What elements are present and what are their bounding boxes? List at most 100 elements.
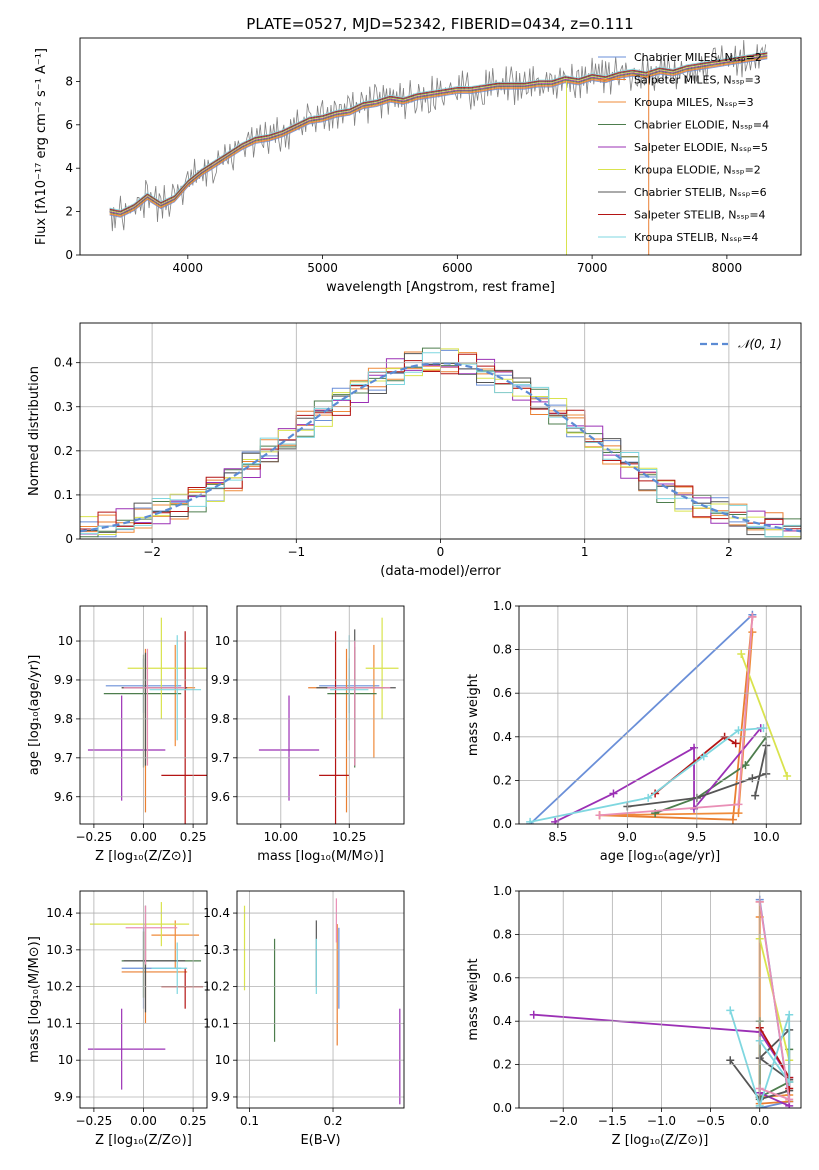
legend-label: Salpeter STELIB, Nₛₛₚ=4 bbox=[634, 209, 766, 222]
tick-label-y: 0.4 bbox=[493, 1014, 512, 1028]
tick-label-y: 10.4 bbox=[203, 906, 230, 920]
tick-label-y: 10.3 bbox=[46, 943, 73, 957]
axis-label-y: Normed distribution bbox=[27, 366, 42, 496]
spectrum-model-line bbox=[109, 53, 768, 213]
axes-frame bbox=[236, 605, 405, 825]
tick-label-y: 10.4 bbox=[46, 906, 73, 920]
tick-label-y: 9.9 bbox=[211, 1090, 230, 1104]
spectrum-model-line bbox=[109, 55, 768, 216]
axes-mass_vs_ebv: 0.1 0.2 9.9 10 10.1 10.2 10.3 10.4 E(B-V) bbox=[203, 890, 405, 1148]
axis-label-x: mass [log₁₀(M/M⊙)] bbox=[257, 849, 384, 864]
tick-label-y: 0.2 bbox=[493, 773, 512, 787]
legend-label: Salpeter ELODIE, Nₛₛₚ=5 bbox=[634, 141, 768, 154]
tick-label-y: 9.9 bbox=[54, 1090, 73, 1104]
tick-label-y: 0.8 bbox=[493, 643, 512, 657]
tick-label-x: −0.25 bbox=[76, 830, 113, 844]
plot-area-mass_weight_vs_age bbox=[526, 610, 792, 824]
tick-label-y: 10 bbox=[58, 634, 73, 648]
axis-label-y: mass weight bbox=[466, 958, 481, 1040]
tick-label-y: 0.2 bbox=[54, 444, 73, 458]
weight-marker bbox=[726, 1006, 735, 1015]
tick-label-x: 0.0 bbox=[750, 1114, 769, 1128]
tick-label-y: 10 bbox=[58, 1053, 73, 1067]
tick-label-y: 0.0 bbox=[493, 817, 512, 831]
tick-label-x: −1.5 bbox=[598, 1114, 627, 1128]
tick-label-x: 10.25 bbox=[332, 830, 366, 844]
plot-area-mass_vs_Z bbox=[87, 902, 204, 1090]
axes-mass_weight_vs_Z: −2.0 −1.5 −1.0 −0.5 0.0 0.0 0.2 0.4 0.6 0.8 1.0 Z [… bbox=[466, 884, 802, 1148]
tick-label-x: 7000 bbox=[577, 261, 608, 275]
axes-residuals: −2 −1 0 1 2 0 0.1 0.2 0.3 0.4 (data-model)/error No… bbox=[27, 322, 802, 579]
axis-label-x: Z [log₁₀(Z/Z⊙)] bbox=[612, 1133, 709, 1148]
tick-label-y: 2 bbox=[65, 205, 73, 219]
weight-marker bbox=[728, 815, 737, 824]
axis-label-y: Flux [fλ10⁻¹⁷ erg cm⁻² s⁻¹ A⁻¹] bbox=[34, 48, 49, 245]
spectrum-model-line bbox=[109, 52, 768, 212]
tick-label-x: 0.25 bbox=[180, 830, 207, 844]
tick-label-y: 9.6 bbox=[54, 790, 73, 804]
axes-mass_weight_vs_age: 8.5 9.0 9.5 10.0 0.0 0.2 0.4 0.6 0.8 1.0 age [log₁… bbox=[466, 599, 802, 864]
axis-label-y: mass weight bbox=[466, 674, 481, 756]
axis-label-x: Z [log₁₀(Z/Z⊙)] bbox=[95, 849, 192, 864]
spectrum-legend: Chabrier MILES, Nₛₛₚ=2 Salpeter MILES, Nₛ… bbox=[598, 51, 769, 244]
axes-frame bbox=[79, 322, 802, 540]
tick-label-y: 10.2 bbox=[46, 980, 73, 994]
axis-label-y: mass [log₁₀(M/M⊙)] bbox=[27, 936, 42, 1063]
tick-label-x: 0 bbox=[437, 545, 445, 559]
weight-marker bbox=[731, 739, 740, 748]
tick-label-y: 9.8 bbox=[211, 712, 230, 726]
tick-label-y: 10 bbox=[215, 1053, 230, 1067]
tick-label-x: 8.5 bbox=[548, 830, 567, 844]
legend-label: Chabrier ELODIE, Nₛₛₚ=4 bbox=[634, 119, 769, 132]
axes-frame bbox=[79, 37, 802, 256]
tick-label-y: 9.9 bbox=[211, 673, 230, 687]
weight-marker bbox=[526, 817, 535, 824]
legend-label: 𝒩(0, 1) bbox=[738, 337, 782, 351]
weight-marker bbox=[595, 811, 604, 820]
axis-label-x: (data-model)/error bbox=[380, 564, 501, 579]
weight-marker bbox=[783, 772, 792, 781]
spectrum-model-line bbox=[109, 54, 768, 214]
weight-marker bbox=[726, 1056, 735, 1065]
tick-label-x: −2 bbox=[143, 545, 161, 559]
axes-frame bbox=[79, 890, 208, 1109]
weight-marker bbox=[734, 726, 743, 735]
tick-label-x: 0.00 bbox=[130, 830, 157, 844]
weight-marker bbox=[741, 761, 750, 770]
tick-label-y: 0.2 bbox=[493, 1058, 512, 1072]
tick-label-x: 4000 bbox=[173, 261, 204, 275]
axes-age_vs_mass: 10.00 10.25 9.6 9.7 9.8 9.9 10 mass [log₁₀(M/M⊙… bbox=[211, 605, 405, 864]
axes-frame bbox=[79, 605, 208, 825]
axes-spectrum: 4000 5000 6000 7000 8000 0 2 4 6 8 wavelength [Ang… bbox=[34, 37, 802, 295]
axes-frame bbox=[518, 890, 802, 1109]
tick-label-y: 0.3 bbox=[54, 400, 73, 414]
tick-label-x: 0.25 bbox=[180, 1114, 207, 1128]
plot-area-mass_weight_vs_Z bbox=[529, 895, 794, 1108]
tick-label-y: 9.9 bbox=[54, 673, 73, 687]
weight-line bbox=[529, 614, 753, 824]
axis-label-x: wavelength [Angstrom, rest frame] bbox=[326, 280, 555, 295]
weight-marker bbox=[529, 1010, 538, 1019]
tick-label-x: 5000 bbox=[307, 261, 338, 275]
tick-label-x: 10.0 bbox=[753, 830, 780, 844]
tick-label-x: 9.5 bbox=[687, 830, 706, 844]
tick-label-x: −2.0 bbox=[549, 1114, 578, 1128]
tick-label-x: 6000 bbox=[442, 261, 473, 275]
axes-frame bbox=[518, 605, 802, 825]
tick-label-x: −0.5 bbox=[696, 1114, 725, 1128]
weight-marker bbox=[785, 1010, 794, 1019]
tick-label-y: 0 bbox=[65, 532, 73, 546]
spectrum-model-line bbox=[109, 56, 768, 216]
weight-marker bbox=[699, 752, 708, 761]
tick-label-y: 0.0 bbox=[493, 1101, 512, 1115]
tick-label-y: 9.7 bbox=[211, 751, 230, 765]
tick-label-y: 10.3 bbox=[203, 943, 230, 957]
spectrum-model-line bbox=[109, 54, 768, 215]
tick-label-y: 0.8 bbox=[493, 927, 512, 941]
tick-label-x: −1 bbox=[287, 545, 305, 559]
tick-label-x: 0.2 bbox=[323, 1114, 342, 1128]
weight-marker bbox=[737, 649, 746, 658]
axis-label-x: age [log₁₀(age/yr)] bbox=[600, 849, 721, 864]
legend-label: Kroupa MILES, Nₛₛₚ=3 bbox=[634, 96, 754, 109]
